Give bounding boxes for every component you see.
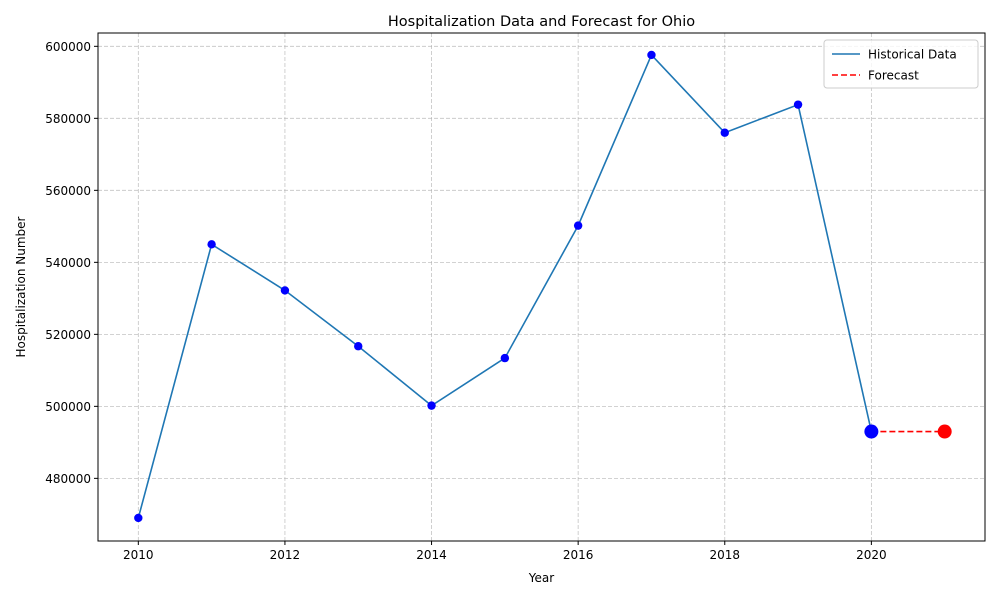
legend: Historical Data Forecast [823, 39, 979, 89]
tick-layer: 2010 2012 2014 2016 2018 2020 480000 500000 5200… [45, 40, 886, 562]
historical-data-point [354, 342, 363, 351]
y-tick-label: 480000 [45, 472, 91, 486]
last-observed-point [864, 424, 879, 439]
x-tick-label: 2020 [856, 548, 887, 562]
series-layer [137, 53, 945, 519]
historical-data-point [207, 240, 216, 249]
x-tick-label: 2010 [123, 548, 154, 562]
historical-data-point [720, 128, 729, 137]
legend-forecast-label: Forecast [868, 69, 919, 83]
historical-data-point [573, 221, 583, 230]
plot-frame [97, 32, 986, 542]
historical-data-point [500, 353, 510, 363]
y-tick-label: 560000 [45, 184, 91, 198]
x-tick-label: 2014 [416, 548, 447, 562]
grid-layer [98, 33, 985, 541]
x-axis-label: Year [528, 571, 554, 585]
x-tick-label: 2012 [270, 548, 301, 562]
x-tick-label: 2018 [709, 548, 740, 562]
historical-data-point [280, 286, 290, 295]
y-tick-label: 540000 [45, 256, 91, 270]
forecast-point [937, 424, 952, 439]
chart-title: Hospitalization Data and Forecast for Oh… [388, 14, 695, 30]
y-tick-label: 600000 [45, 40, 91, 54]
historical-data-point [793, 100, 803, 109]
y-axis-label: Hospitalization Number [14, 216, 28, 357]
x-tick-label: 2016 [563, 548, 594, 562]
historical-data-point [134, 513, 143, 523]
marker-layer [134, 50, 952, 523]
legend-box [823, 39, 979, 89]
historical-data-point [427, 401, 436, 410]
y-tick-label: 500000 [45, 400, 91, 414]
historical-series-line [137, 53, 873, 519]
legend-historical-label: Historical Data [868, 48, 957, 62]
y-tick-label: 520000 [45, 328, 91, 342]
historical-data-point [647, 50, 656, 60]
y-tick-label: 580000 [45, 112, 91, 126]
